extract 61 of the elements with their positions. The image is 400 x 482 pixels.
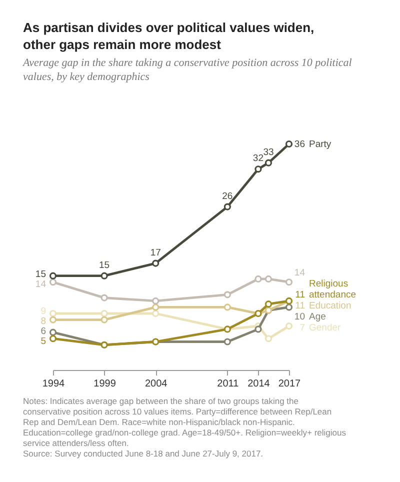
point — [100, 310, 108, 318]
data-label: 17 — [150, 247, 161, 258]
data-label: 7 — [300, 322, 305, 334]
x-tick-label: 2011 — [217, 378, 240, 390]
point — [264, 159, 272, 166]
point — [224, 304, 231, 311]
x-tick-label: 2017 — [278, 378, 302, 390]
data-label: 36 — [294, 139, 305, 150]
source-note: Source: Survey conducted June 8-18 and June 27-July 9, 2017. — [23, 448, 264, 458]
point — [49, 328, 57, 336]
point — [100, 272, 108, 280]
data-label: 26 — [222, 190, 233, 202]
data-label: 15 — [35, 268, 46, 280]
data-label: 11 — [295, 300, 305, 312]
x-tick-label: 2004 — [144, 378, 168, 390]
data-label: 9 — [40, 306, 46, 318]
point — [49, 316, 57, 324]
data-label: 32 — [252, 153, 264, 164]
point — [254, 166, 262, 173]
point — [49, 278, 57, 286]
text: Notes: Indicates average gap between the share of two groups taking the conservative position across 10 values items. Party=difference between Rep/Lean Rep and Dem/Lean Dem. Race=white non-Hispanic/black non-Hispanic. Education=college grad/non-college grad. Age=18-49/50+. Religion=weekly+ religious service attenders/less often. — [23, 396, 346, 448]
x-tick-label: 1999 — [94, 378, 116, 390]
data-label: 6 — [40, 326, 46, 338]
data-label: 11 — [295, 290, 305, 301]
data-label: 10 — [294, 312, 305, 323]
point — [224, 203, 231, 210]
point — [264, 275, 272, 283]
series-label: Age — [309, 312, 326, 323]
data-label: 8 — [40, 316, 46, 328]
series-label: Religious attendance — [309, 278, 356, 301]
series-label: Party — [309, 139, 332, 150]
point — [152, 304, 160, 311]
point — [49, 272, 57, 280]
point — [264, 300, 272, 308]
x-tick-label: 2014 — [248, 378, 270, 390]
point — [254, 326, 262, 333]
point — [264, 335, 272, 342]
data-label: 14 — [35, 278, 46, 290]
chart-subtitle: Average gap in the share taking a conservative position across 10 political values, by key demographics — [22, 57, 352, 84]
point — [254, 275, 262, 283]
data-label: 5 — [40, 336, 46, 348]
point — [224, 338, 231, 346]
point — [285, 140, 293, 148]
point — [49, 335, 57, 342]
x-tick-label: 1994 — [42, 378, 66, 390]
series-label: Gender — [309, 322, 341, 334]
data-label: 33 — [263, 146, 274, 158]
chart-title: As partisan divides over political values widen, other gaps remain more modest — [23, 20, 314, 52]
point — [152, 310, 160, 318]
point — [285, 322, 293, 330]
data-label: 14 — [294, 268, 305, 279]
point — [285, 304, 293, 311]
point — [100, 316, 108, 324]
point — [224, 291, 231, 298]
point — [100, 294, 108, 302]
point — [49, 310, 57, 318]
point — [152, 297, 160, 304]
series-label: Education — [309, 300, 352, 312]
point — [152, 260, 160, 267]
point — [285, 278, 293, 286]
data-label: 15 — [99, 260, 110, 271]
